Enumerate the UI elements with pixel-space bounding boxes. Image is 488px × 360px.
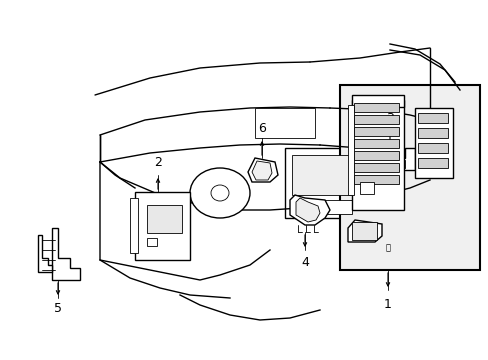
Bar (383, 160, 388, 168)
Bar (353, 139, 398, 148)
Text: 1: 1 (383, 298, 391, 311)
Text: ⚿: ⚿ (385, 243, 390, 252)
Bar (351, 95, 403, 107)
Bar (339, 85, 479, 270)
Bar (353, 175, 398, 184)
Polygon shape (38, 235, 52, 272)
Bar (351, 100, 403, 210)
Bar (353, 103, 398, 112)
Bar (375, 160, 380, 168)
Bar (147, 238, 157, 246)
Polygon shape (354, 148, 414, 170)
Bar (359, 182, 373, 194)
Bar (351, 222, 376, 240)
Bar (417, 158, 447, 168)
Polygon shape (289, 195, 329, 225)
Bar (254, 108, 314, 138)
Text: 3: 3 (385, 112, 393, 125)
Polygon shape (347, 220, 381, 242)
Text: 4: 4 (301, 256, 308, 269)
Ellipse shape (210, 185, 228, 201)
Polygon shape (52, 228, 80, 280)
Bar (347, 105, 353, 195)
Bar (147, 205, 182, 233)
Polygon shape (295, 198, 319, 222)
Polygon shape (247, 158, 278, 182)
Bar (399, 160, 404, 168)
Bar (353, 151, 398, 160)
Bar (291, 200, 351, 214)
Bar (353, 163, 398, 172)
Text: 5: 5 (54, 302, 62, 315)
Text: 2: 2 (154, 156, 162, 168)
Bar (135, 192, 190, 260)
Bar (130, 198, 138, 253)
Bar (414, 108, 452, 178)
Ellipse shape (190, 168, 249, 218)
Bar (417, 113, 447, 123)
Bar (367, 160, 372, 168)
Bar (353, 115, 398, 124)
Bar (285, 148, 379, 218)
Text: 6: 6 (258, 122, 265, 135)
Polygon shape (251, 161, 271, 180)
Bar (353, 127, 398, 136)
Bar (417, 128, 447, 138)
Bar (291, 155, 371, 195)
Bar (417, 143, 447, 153)
Bar (391, 160, 396, 168)
